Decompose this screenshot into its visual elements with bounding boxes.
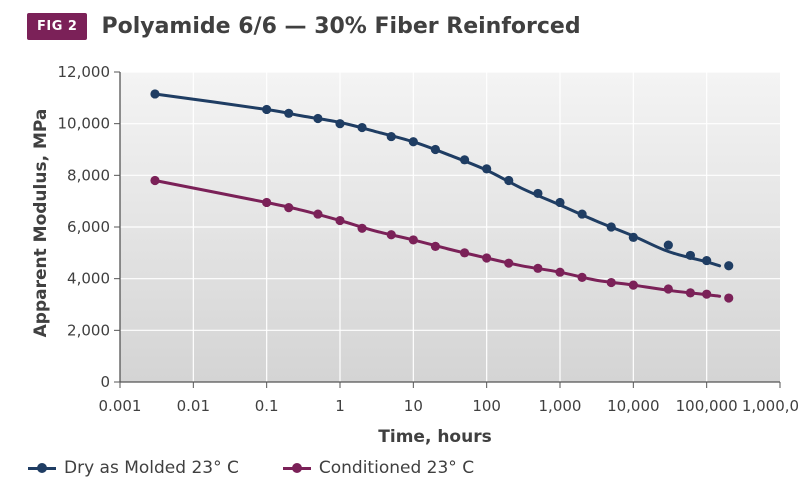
data-point-dry — [482, 164, 492, 174]
y-tick-label: 8,000 — [67, 166, 110, 184]
data-point-conditioned — [386, 230, 396, 240]
x-tick-label: 100,000 — [676, 397, 738, 415]
figure-header: FIG 2 Polyamide 6/6 — 30% Fiber Reinforc… — [27, 9, 581, 43]
data-point-conditioned — [150, 175, 160, 186]
y-tick-label: 12,000 — [58, 63, 111, 81]
legend-swatch-dry — [28, 462, 56, 474]
x-tick-label: 0.1 — [255, 397, 279, 415]
x-tick-label: 0.001 — [99, 397, 142, 415]
data-point-dry — [386, 131, 396, 142]
legend-item-conditioned: Conditioned 23° C — [282, 458, 475, 478]
data-point-conditioned — [606, 277, 616, 288]
data-point-conditioned — [702, 289, 712, 299]
data-point-conditioned — [663, 284, 673, 294]
data-point-dry — [504, 175, 514, 186]
legend-label-conditioned: Conditioned 23° C — [318, 458, 475, 478]
data-point-conditioned — [430, 241, 441, 251]
data-point-dry — [663, 240, 673, 250]
data-point-conditioned — [482, 253, 492, 263]
legend-label-dry: Dry as Molded 23° C — [64, 458, 239, 478]
data-point-conditioned — [577, 272, 587, 282]
grid-lines — [120, 71, 780, 382]
data-point-conditioned — [724, 293, 734, 303]
x-tick-label: 1,000 — [539, 397, 582, 415]
data-point-dry — [313, 113, 323, 124]
y-tick-label: 0 — [100, 373, 110, 391]
data-point-conditioned — [335, 215, 345, 226]
data-point-dry — [577, 209, 587, 219]
x-tick-label: 10 — [404, 397, 423, 415]
data-point-conditioned — [555, 267, 565, 277]
data-point-dry — [459, 155, 470, 165]
data-point-dry — [685, 250, 695, 261]
legend-swatch-conditioned — [282, 462, 311, 474]
data-point-dry — [335, 119, 345, 129]
data-point-conditioned — [284, 203, 294, 213]
data-point-conditioned — [459, 248, 470, 258]
data-point-conditioned — [262, 197, 272, 208]
data-point-dry — [430, 144, 441, 155]
data-point-dry — [533, 188, 543, 199]
data-point-conditioned — [408, 235, 418, 245]
data-point-dry — [702, 255, 712, 266]
legend: Dry as Molded 23° C Conditioned 23° C — [28, 458, 518, 478]
data-point-dry — [357, 122, 367, 133]
data-point-dry — [284, 108, 294, 118]
y-tick-label: 4,000 — [67, 270, 110, 288]
data-point-dry — [724, 261, 734, 271]
data-point-conditioned — [313, 209, 323, 219]
data-point-dry — [555, 197, 565, 208]
x-axis-label: Time, hours — [378, 427, 491, 447]
x-tick-label: 0.01 — [177, 397, 210, 415]
y-tick-label: 10,000 — [58, 115, 111, 133]
data-point-conditioned — [504, 258, 514, 268]
data-point-dry — [150, 89, 160, 99]
chart-title: Polyamide 6/6 — 30% Fiber Reinforced — [101, 13, 581, 39]
data-point-conditioned — [357, 223, 367, 233]
y-axis-label: Apparent Modulus, MPa — [31, 109, 51, 338]
data-point-conditioned — [533, 263, 543, 273]
axes: 0.001 0.01 0.1 1 10 100 1,000 10,000 100,000 1,00… — [58, 63, 800, 415]
y-tick-label: 6,000 — [67, 218, 110, 236]
series-layer — [150, 89, 734, 303]
y-tick-label: 2,000 — [67, 321, 110, 339]
data-point-dry — [606, 222, 616, 232]
data-point-conditioned — [628, 280, 638, 290]
x-tick-label: 100 — [472, 397, 501, 415]
data-point-dry — [628, 232, 638, 242]
x-tick-label: 10,000 — [607, 397, 660, 415]
data-point-conditioned — [685, 288, 695, 298]
legend-item-dry: Dry as Molded 23° C — [28, 458, 239, 478]
figure-badge: FIG 2 — [27, 12, 88, 40]
data-point-dry — [408, 137, 418, 147]
x-tick-label: 1,000,000 — [742, 397, 800, 415]
data-point-dry — [262, 104, 272, 115]
x-tick-label: 1 — [335, 397, 345, 415]
